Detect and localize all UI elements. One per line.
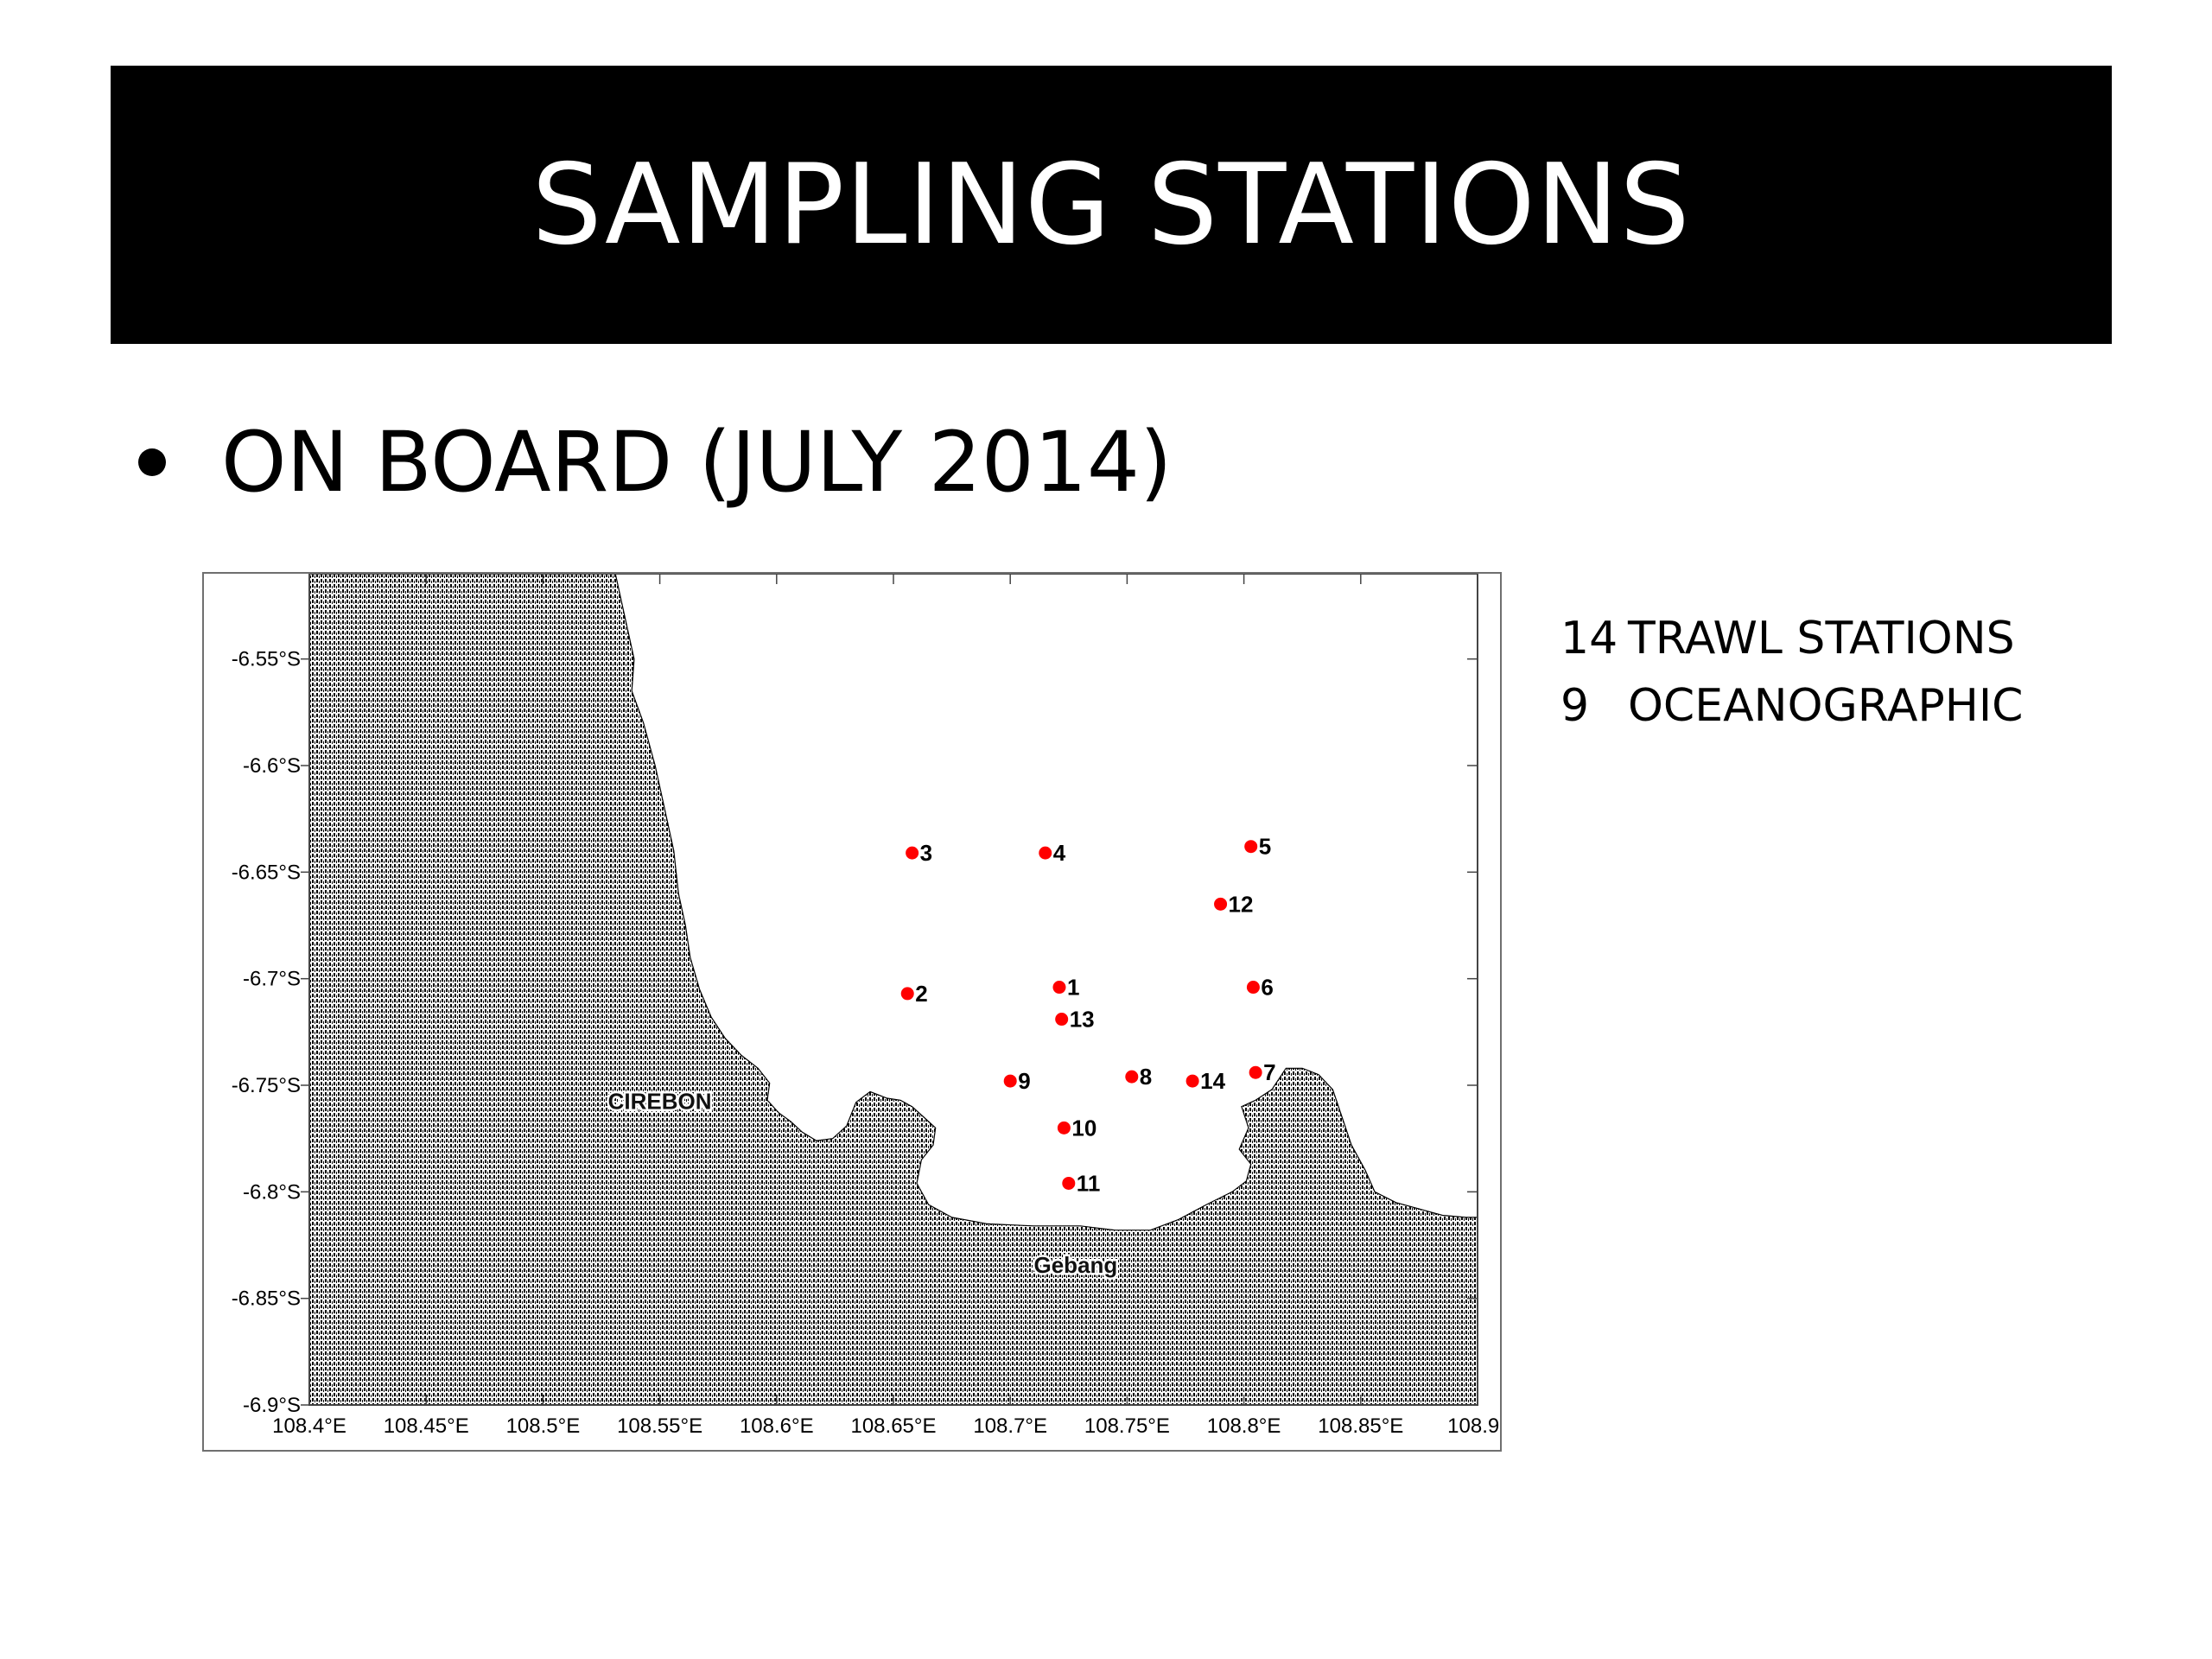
station-label: 8 [1140, 1064, 1152, 1090]
bullet-item: ON BOARD (JULY 2014) [130, 406, 1172, 518]
landmass [308, 574, 1478, 1406]
station-label: 7 [1263, 1059, 1275, 1085]
station-marker [1249, 1065, 1262, 1079]
x-tick-label: 108.45°E [384, 1414, 469, 1438]
oceanographic-count-line: 9 OCEANOGRAPHIC [1560, 672, 2024, 740]
station-label: 11 [1077, 1170, 1101, 1196]
trawl-count: 14 [1560, 613, 1618, 664]
y-tick-label: -6.65°S [232, 861, 301, 884]
x-tick-label: 108.75°E [1084, 1414, 1170, 1438]
station-marker [1246, 981, 1260, 995]
station-marker [906, 846, 919, 860]
station-marker [900, 987, 914, 1001]
title-banner: SAMPLING STATIONS [111, 66, 2112, 344]
slide-title: SAMPLING STATIONS [531, 140, 1691, 270]
place-label: CIREBON [608, 1088, 712, 1114]
x-tick-label: 108.7°E [973, 1414, 1047, 1438]
station-label: 2 [915, 981, 927, 1007]
y-tick-label: -6.9°S [243, 1394, 301, 1417]
station-marker [1052, 981, 1066, 995]
station-label: 5 [1259, 834, 1271, 860]
station-marker [1185, 1074, 1199, 1088]
x-tick-label: 108.55°E [617, 1414, 702, 1438]
x-tick-label: 108.9° [1447, 1414, 1500, 1438]
station-marker [1244, 840, 1258, 854]
station-label: 1 [1067, 975, 1079, 1001]
x-tick-label: 108.65°E [850, 1414, 936, 1438]
x-tick-label: 108.85°E [1318, 1414, 1403, 1438]
x-tick-label: 108.8°E [1207, 1414, 1281, 1438]
land-area [308, 574, 1478, 1406]
y-tick-label: -6.7°S [243, 968, 301, 991]
trawl-label: TRAWL STATIONS [1628, 613, 2015, 664]
station-label: 13 [1070, 1007, 1095, 1033]
y-tick-label: -6.55°S [232, 648, 301, 671]
oceanographic-label: OCEANOGRAPHIC [1628, 680, 2024, 732]
station-marker [1057, 1121, 1071, 1135]
station-label: 10 [1071, 1115, 1096, 1141]
bullet-dot-icon [138, 448, 166, 476]
bullet-text: ON BOARD (JULY 2014) [221, 414, 1173, 511]
station-marker [1062, 1176, 1076, 1190]
x-tick-label: 108.4°E [272, 1414, 346, 1438]
axis-ticks: 108.4°E 108.45°E 108.5°E 108.55°E 108.6°E 108… [232, 574, 1500, 1438]
station-label: 12 [1229, 891, 1254, 917]
station-label: 6 [1261, 975, 1273, 1001]
station-marker [1039, 846, 1052, 860]
trawl-count-line: 14 TRAWL STATIONS [1560, 605, 2024, 672]
y-tick-label: -6.75°S [232, 1074, 301, 1097]
y-tick-label: -6.8°S [243, 1180, 301, 1204]
map-canvas: 108.4°E 108.45°E 108.5°E 108.55°E 108.6°E 108… [232, 574, 1500, 1438]
station-summary: 14 TRAWL STATIONS 9 OCEANOGRAPHIC [1560, 605, 2024, 740]
y-tick-label: -6.6°S [243, 754, 301, 778]
station-map: 108.4°E 108.45°E 108.5°E 108.55°E 108.6°E 108… [202, 572, 1502, 1452]
station-marker [1214, 897, 1228, 911]
x-tick-label: 108.5°E [506, 1414, 581, 1438]
station-marker [1125, 1070, 1139, 1084]
x-tick-label: 108.6°E [740, 1414, 814, 1438]
station-label: 4 [1053, 840, 1066, 866]
station-label: 9 [1018, 1068, 1030, 1094]
oceanographic-count: 9 [1560, 680, 1590, 732]
station-label: 14 [1200, 1068, 1225, 1094]
station-marker [1055, 1013, 1069, 1027]
place-label: Gebang [1034, 1252, 1118, 1278]
station-label: 3 [920, 840, 932, 866]
station-marker [1003, 1074, 1017, 1088]
place-labels: CIREBON Gebang [606, 1086, 1120, 1281]
y-tick-label: -6.85°S [232, 1287, 301, 1311]
